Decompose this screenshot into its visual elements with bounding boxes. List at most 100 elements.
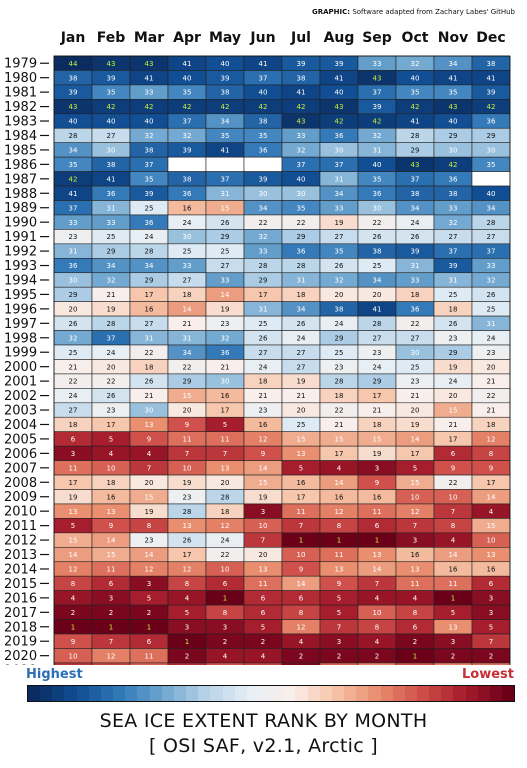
cell-label: 39 <box>259 175 268 183</box>
row-label: 2016 <box>4 591 37 606</box>
cell-label: 36 <box>411 305 420 313</box>
cell-label: 42 <box>411 103 420 111</box>
cell-label: 19 <box>221 305 230 313</box>
cell-label: 34 <box>297 305 306 313</box>
cell-label: 5 <box>185 609 189 617</box>
colorbar-swatch <box>489 686 503 701</box>
cell-label: 32 <box>487 277 496 285</box>
heatmap-cell <box>319 662 359 665</box>
cell-label: 17 <box>449 436 458 444</box>
cell-label: 6 <box>223 580 228 588</box>
cell-label: 5 <box>299 464 303 472</box>
cell-label: 6 <box>413 623 418 631</box>
cell-label: 13 <box>297 450 306 458</box>
cell-label: 43 <box>297 118 306 126</box>
cell-label: 14 <box>145 551 154 559</box>
cell-label: 18 <box>335 392 344 400</box>
cell-label: 16 <box>221 392 230 400</box>
cell-label: 32 <box>411 60 420 68</box>
cell-label: 2 <box>337 652 341 660</box>
cell-label: 26 <box>411 233 420 241</box>
cell-label: 36 <box>221 349 230 357</box>
cell-label: 23 <box>411 378 420 386</box>
cell-label: 11 <box>145 652 154 660</box>
cell-label: 25 <box>221 248 230 256</box>
row-label: 1988 <box>4 187 37 202</box>
cell-label: 21 <box>449 421 458 429</box>
cell-label: 25 <box>373 262 382 270</box>
cell-label: 18 <box>107 479 116 487</box>
cell-label: 25 <box>411 363 420 371</box>
cell-label: 35 <box>145 175 154 183</box>
row-label: 1986 <box>4 158 37 173</box>
cell-label: 29 <box>183 378 192 386</box>
cell-label: 31 <box>335 175 344 183</box>
colorbar-swatch <box>52 686 65 701</box>
cell-label: 39 <box>107 74 116 82</box>
cell-label: 27 <box>297 349 306 357</box>
heatmap-cell <box>205 156 245 172</box>
cell-label: 19 <box>69 493 78 501</box>
cell-label: 26 <box>221 219 230 227</box>
cell-label: 5 <box>261 623 265 631</box>
row-label: 2001 <box>4 375 37 390</box>
cell-label: 10 <box>373 609 382 617</box>
cell-label: 37 <box>259 74 268 82</box>
cell-label: 21 <box>221 363 230 371</box>
cell-label: 27 <box>259 349 268 357</box>
cell-label: 25 <box>183 248 192 256</box>
cell-label: 29 <box>449 349 458 357</box>
cell-label: 6 <box>299 594 304 602</box>
cell-label: 31 <box>145 334 154 342</box>
cell-label: 11 <box>107 566 116 574</box>
cell-label: 32 <box>221 334 230 342</box>
cell-label: 41 <box>449 74 458 82</box>
cell-label: 41 <box>145 74 154 82</box>
cell-label: 33 <box>449 204 458 212</box>
cell-label: 31 <box>183 334 192 342</box>
colorbar-swatch <box>441 686 454 701</box>
cell-label: 5 <box>147 594 151 602</box>
colorbar-swatch <box>380 686 393 701</box>
cell-label: 35 <box>487 161 496 169</box>
cell-label: 15 <box>183 392 192 400</box>
cell-label: 11 <box>183 436 192 444</box>
cell-label: 4 <box>71 594 76 602</box>
cell-label: 28 <box>297 262 306 270</box>
cell-label: 13 <box>373 551 382 559</box>
cell-label: 34 <box>449 60 458 68</box>
cell-label: 1 <box>185 638 189 646</box>
cell-label: 3 <box>223 623 227 631</box>
cell-label: 41 <box>259 60 268 68</box>
cell-label: 4 <box>337 464 342 472</box>
colorbar-swatch <box>295 686 308 701</box>
cell-label: 14 <box>373 566 382 574</box>
row-label: 1983 <box>4 115 37 130</box>
cell-label: 3 <box>489 594 493 602</box>
cell-label: 4 <box>375 594 380 602</box>
cell-label: 16 <box>259 421 268 429</box>
heatmap-cell <box>53 662 93 665</box>
cell-label: 21 <box>335 421 344 429</box>
cell-label: 27 <box>107 132 116 140</box>
cell-label: 15 <box>145 493 154 501</box>
colorbar-swatch <box>331 686 345 701</box>
cell-label: 30 <box>449 147 458 155</box>
cell-label: 22 <box>373 219 382 227</box>
colorbar-swatch <box>222 686 235 701</box>
column-label: Dec <box>476 30 505 46</box>
column-label: Apr <box>173 30 201 46</box>
colorbar-swatch <box>307 686 320 701</box>
cell-label: 2 <box>147 609 151 617</box>
row-label: 2011 <box>4 519 37 534</box>
cell-label: 8 <box>185 580 189 588</box>
row-label: 2021 <box>4 664 37 665</box>
colorbar-swatch <box>283 686 296 701</box>
cell-label: 22 <box>69 378 78 386</box>
row-label: 2012 <box>4 534 37 549</box>
cell-label: 19 <box>259 493 268 501</box>
cell-label: 21 <box>411 392 420 400</box>
cell-label: 30 <box>411 349 420 357</box>
cell-label: 22 <box>259 219 268 227</box>
cell-label: 25 <box>335 349 344 357</box>
